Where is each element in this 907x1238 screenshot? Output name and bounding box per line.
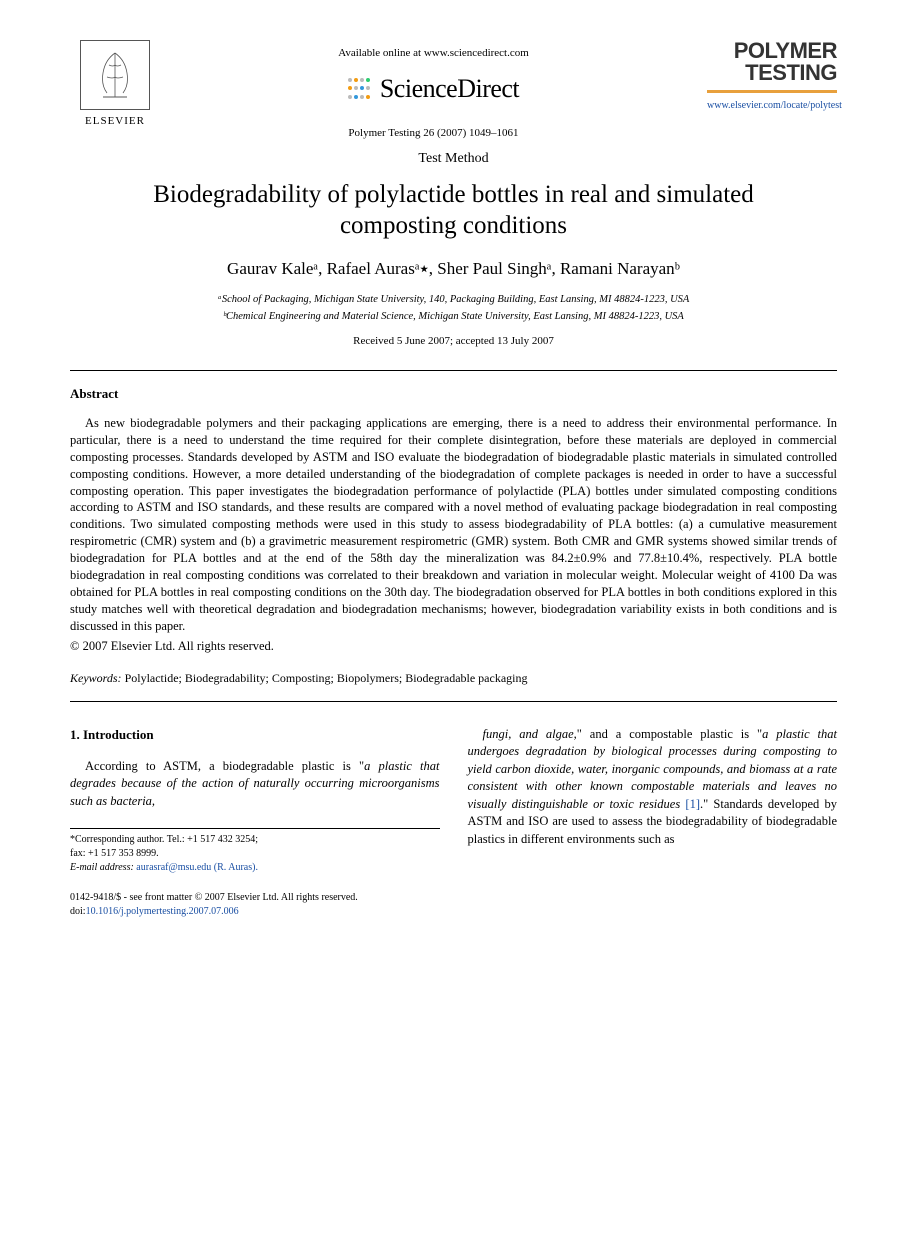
tree-svg <box>85 45 145 105</box>
intro-plain-1: According to ASTM, a biodegradable plast… <box>85 759 364 773</box>
affiliation-a: ᵃSchool of Packaging, Michigan State Uni… <box>70 293 837 308</box>
abstract-copyright: © 2007 Elsevier Ltd. All rights reserved… <box>70 638 837 656</box>
journal-url-link[interactable]: www.elsevier.com/locate/polytest <box>707 99 837 113</box>
column-right: fungi, and algae," and a compostable pla… <box>468 726 838 876</box>
affiliation-b: ᵇChemical Engineering and Material Scien… <box>70 310 837 325</box>
separator-top <box>70 370 837 371</box>
sciencedirect-logo: ScienceDirect <box>160 71 707 107</box>
corresponding-author-footnote: *Corresponding author. Tel.: +1 517 432 … <box>70 828 440 875</box>
intro-plain-2: " and a compostable plastic is " <box>577 727 762 741</box>
journal-title-line1: POLYMER <box>707 40 837 62</box>
center-header: Available online at www.sciencedirect.co… <box>160 40 707 141</box>
page-footer: 0142-9418/$ - see front matter © 2007 El… <box>70 891 837 919</box>
footnote-email-line: E-mail address: aurasraf@msu.edu (R. Aur… <box>70 861 440 875</box>
journal-logo-block: POLYMER TESTING www.elsevier.com/locate/… <box>707 40 837 113</box>
doi-link[interactable]: 10.1016/j.polymertesting.2007.07.006 <box>86 906 239 917</box>
footnote-email-label: E-mail address: <box>70 862 134 873</box>
keywords-list: Polylactide; Biodegradability; Compostin… <box>122 671 528 685</box>
citation-line: Polymer Testing 26 (2007) 1049–1061 <box>160 126 707 141</box>
doi-label: doi: <box>70 906 86 917</box>
column-left: 1. Introduction According to ASTM, a bio… <box>70 726 440 876</box>
article-title: Biodegradability of polylactide bottles … <box>110 179 797 242</box>
footer-front-matter: 0142-9418/$ - see front matter © 2007 El… <box>70 891 837 905</box>
intro-paragraph-left: According to ASTM, a biodegradable plast… <box>70 758 440 811</box>
footnote-email-link[interactable]: aurasraf@msu.edu (R. Auras). <box>134 862 258 873</box>
abstract-heading: Abstract <box>70 385 837 403</box>
elsevier-logo: ELSEVIER <box>70 40 160 129</box>
article-dates: Received 5 June 2007; accepted 13 July 2… <box>70 334 837 349</box>
separator-bottom <box>70 701 837 702</box>
footer-doi-line: doi:10.1016/j.polymertesting.2007.07.006 <box>70 905 837 919</box>
elsevier-label: ELSEVIER <box>70 114 160 129</box>
page-header: ELSEVIER Available online at www.science… <box>70 40 837 141</box>
abstract-text: As new biodegradable polymers and their … <box>70 415 837 634</box>
body-columns: 1. Introduction According to ASTM, a bio… <box>70 726 837 876</box>
elsevier-tree-icon <box>80 40 150 110</box>
sciencedirect-icon <box>348 78 372 102</box>
footnote-fax: fax: +1 517 353 8999. <box>70 847 440 861</box>
intro-ital-2: fungi, and algae, <box>483 727 577 741</box>
article-type: Test Method <box>70 149 837 169</box>
footnote-corr: *Corresponding author. Tel.: +1 517 432 … <box>70 833 440 847</box>
available-online-text: Available online at www.sciencedirect.co… <box>160 46 707 61</box>
keywords-line: Keywords: Polylactide; Biodegradability;… <box>70 670 837 687</box>
section-heading-intro: 1. Introduction <box>70 726 440 744</box>
sciencedirect-text: ScienceDirect <box>380 71 519 107</box>
intro-paragraph-right: fungi, and algae," and a compostable pla… <box>468 726 838 849</box>
journal-title-line2: TESTING <box>707 62 837 84</box>
journal-title: POLYMER TESTING <box>707 40 837 93</box>
keywords-label: Keywords: <box>70 671 122 685</box>
authors-line: Gaurav Kaleᵃ, Rafael Aurasᵃ٭, Sher Paul … <box>70 257 837 281</box>
ref-link-1[interactable]: [1] <box>685 797 700 811</box>
